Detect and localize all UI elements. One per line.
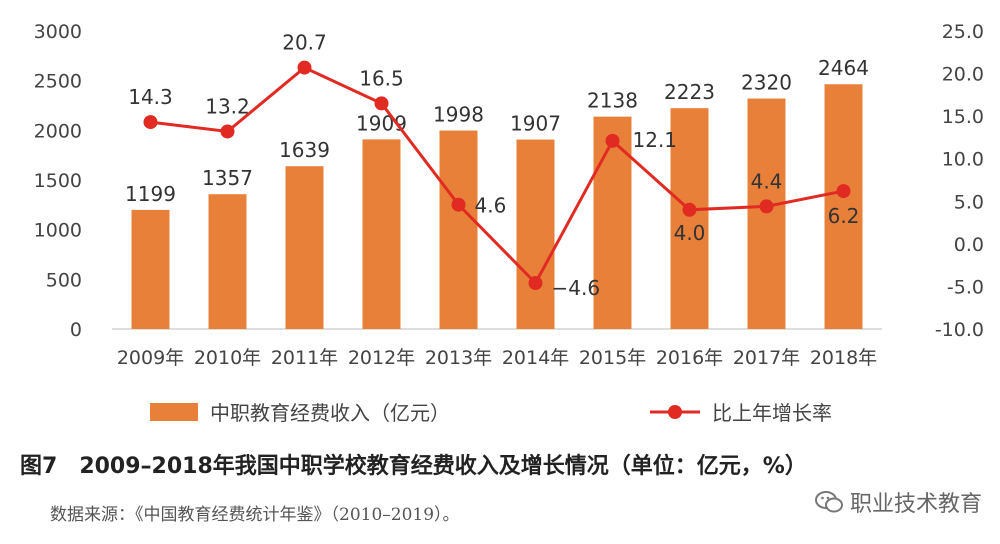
- bar: [824, 84, 863, 329]
- right-tick-label: 0.0: [954, 234, 984, 256]
- right-tick-label: 25.0: [942, 21, 984, 43]
- figure-title: 2009–2018年我国中职学校教育经费收入及增长情况（单位：亿元，%）: [79, 454, 807, 479]
- bar-value-label: 2320: [741, 71, 792, 95]
- line-point: [451, 197, 466, 212]
- bar: [362, 139, 401, 329]
- line-series: [143, 60, 851, 291]
- watermark-text: 职业技术教育: [849, 492, 982, 517]
- line-value-label: 4.0: [674, 221, 706, 245]
- legend: 中职教育经费收入（亿元） 比上年增长率: [150, 401, 832, 425]
- left-tick-label: 0: [70, 319, 82, 341]
- bar-value-label: 2223: [664, 80, 715, 104]
- bar: [670, 108, 709, 329]
- bar: [208, 194, 247, 329]
- right-tick-label: 5.0: [954, 191, 984, 213]
- bar-series: [131, 84, 863, 330]
- bar: [439, 130, 478, 329]
- left-tick-label: 1000: [34, 220, 82, 242]
- bar-value-label: 2464: [818, 56, 869, 80]
- bar: [516, 139, 555, 329]
- line-value-label: 16.5: [359, 66, 404, 90]
- line-value-label: 4.4: [751, 169, 783, 193]
- figure-number: 图7: [20, 454, 58, 479]
- legend-line-marker: [668, 405, 682, 419]
- right-axis: -10.0 -5.0 0.0 5.0 10.0 15.0 20.0 25.0: [935, 21, 984, 341]
- bar-value-label: 1639: [279, 138, 330, 162]
- bar: [131, 209, 170, 329]
- legend-line-label: 比上年增长率: [712, 401, 832, 425]
- figure-caption: 图7 2009–2018年我国中职学校教育经费收入及增长情况（单位：亿元，%）: [20, 448, 807, 480]
- bar-value-label: 2138: [587, 89, 638, 113]
- x-tick-label: 2010年: [194, 347, 261, 369]
- line-point: [836, 184, 851, 199]
- bar-value-label: 1907: [510, 112, 561, 136]
- left-tick-label: 3000: [34, 21, 82, 43]
- line-value-label: 6.2: [828, 204, 860, 228]
- line-value-label: 20.7: [282, 31, 327, 55]
- bar-value-label: 1998: [433, 103, 484, 127]
- line-value-label: 13.2: [205, 94, 250, 118]
- line-value-label: −4.6: [552, 276, 601, 300]
- x-tick-label: 2009年: [117, 347, 184, 369]
- chart: 0 500 1000 1500 2000 2500 3000 -10.0 -5.0 0.0 5.0…: [34, 21, 984, 425]
- line-point: [220, 124, 235, 139]
- x-tick-label: 2013年: [425, 347, 492, 369]
- line-point: [605, 133, 620, 148]
- line-point: [528, 276, 543, 291]
- legend-bar-label: 中职教育经费收入（亿元）: [210, 401, 450, 425]
- x-axis: 2009年 2010年 2011年 2012年 2013年 2014年 2015年 2016年…: [117, 347, 877, 369]
- legend-bar-swatch: [150, 403, 198, 421]
- right-tick-label: 10.0: [942, 149, 984, 171]
- bar: [747, 98, 786, 330]
- line-point: [143, 115, 158, 130]
- bar: [285, 166, 324, 329]
- x-tick-label: 2016年: [656, 347, 723, 369]
- x-tick-label: 2017年: [733, 347, 800, 369]
- data-source: 数据来源：《中国教育经费统计年鉴》（2010–2019）。: [50, 505, 460, 525]
- line-point: [759, 199, 774, 214]
- left-axis: 0 500 1000 1500 2000 2500 3000: [34, 21, 82, 341]
- growth-line: [150, 65, 844, 286]
- x-tick-label: 2011年: [271, 347, 338, 369]
- line-point: [682, 202, 697, 217]
- left-tick-label: 1500: [34, 170, 82, 192]
- left-tick-label: 2000: [34, 120, 82, 142]
- line-value-label: 4.6: [475, 194, 507, 218]
- x-tick-label: 2015年: [579, 347, 646, 369]
- wechat-icon: [814, 491, 843, 513]
- left-tick-label: 500: [46, 269, 82, 291]
- x-tick-label: 2018年: [810, 347, 877, 369]
- bar-value-label: 1199: [125, 182, 176, 206]
- line-point: [297, 60, 312, 75]
- x-tick-label: 2012年: [348, 347, 415, 369]
- x-tick-label: 2014年: [502, 347, 569, 369]
- line-point: [374, 96, 389, 111]
- watermark: 职业技术教育: [814, 486, 982, 518]
- right-tick-label: -5.0: [947, 276, 984, 298]
- left-tick-label: 2500: [34, 71, 82, 93]
- right-tick-label: 20.0: [942, 64, 984, 86]
- bar-labels: 1199 1357 1639 1909 1998 1907 2138 2223 2320 2464: [125, 56, 869, 206]
- right-tick-label: 15.0: [942, 106, 984, 128]
- line-labels: 14.3 13.2 20.7 16.5 4.6 −4.6 12.1 4.0 4.4 6.2: [128, 31, 859, 300]
- bar-value-label: 1357: [202, 166, 253, 190]
- bar-value-label: 1909: [356, 111, 407, 135]
- right-tick-label: -10.0: [935, 319, 984, 341]
- line-value-label: 12.1: [633, 128, 678, 152]
- line-value-label: 14.3: [128, 85, 173, 109]
